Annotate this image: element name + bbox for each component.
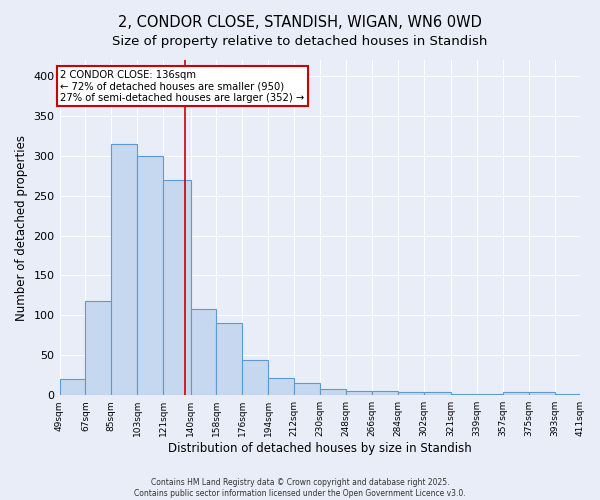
Text: Size of property relative to detached houses in Standish: Size of property relative to detached ho… <box>112 35 488 48</box>
Bar <box>451 394 477 395</box>
Bar <box>320 389 346 395</box>
Text: 2, CONDOR CLOSE, STANDISH, WIGAN, WN6 0WD: 2, CONDOR CLOSE, STANDISH, WIGAN, WN6 0W… <box>118 15 482 30</box>
Bar <box>59 379 85 395</box>
Bar <box>112 144 137 395</box>
Bar <box>346 391 372 395</box>
X-axis label: Distribution of detached houses by size in Standish: Distribution of detached houses by size … <box>168 442 472 455</box>
Bar <box>242 360 268 395</box>
Text: 2 CONDOR CLOSE: 136sqm
← 72% of detached houses are smaller (950)
27% of semi-de: 2 CONDOR CLOSE: 136sqm ← 72% of detached… <box>60 70 305 103</box>
Bar <box>424 392 451 395</box>
Bar <box>137 156 163 395</box>
Bar <box>398 392 424 395</box>
Bar <box>217 324 242 395</box>
Bar <box>529 392 554 395</box>
Bar <box>191 309 217 395</box>
Y-axis label: Number of detached properties: Number of detached properties <box>15 134 28 320</box>
Bar <box>503 392 529 395</box>
Bar <box>554 394 581 395</box>
Bar <box>85 301 112 395</box>
Text: Contains HM Land Registry data © Crown copyright and database right 2025.
Contai: Contains HM Land Registry data © Crown c… <box>134 478 466 498</box>
Bar <box>294 383 320 395</box>
Bar <box>163 180 191 395</box>
Bar <box>477 394 503 395</box>
Bar <box>268 378 294 395</box>
Bar <box>372 391 398 395</box>
